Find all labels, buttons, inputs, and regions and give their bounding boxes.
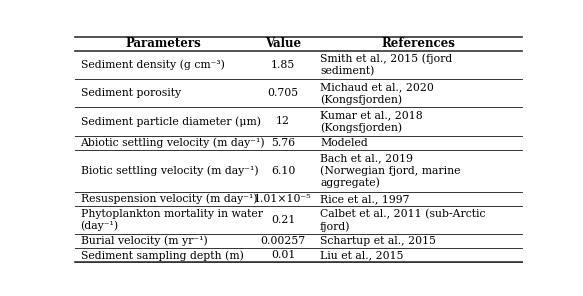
Text: 1.85: 1.85 [271, 60, 295, 70]
Text: Phytoplankton mortality in water
(day⁻¹): Phytoplankton mortality in water (day⁻¹) [80, 209, 262, 231]
Text: Sediment density (g cm⁻³): Sediment density (g cm⁻³) [80, 60, 224, 70]
Text: Rice et al., 1997: Rice et al., 1997 [320, 194, 409, 204]
Text: Kumar et al., 2018
(Kongsfjorden): Kumar et al., 2018 (Kongsfjorden) [320, 110, 423, 133]
Text: 5.76: 5.76 [271, 138, 295, 148]
Text: 6.10: 6.10 [271, 166, 295, 176]
Text: Smith et al., 2015 (fjord
sediment): Smith et al., 2015 (fjord sediment) [320, 54, 452, 77]
Text: 0.01: 0.01 [271, 250, 295, 260]
Text: Sediment sampling depth (m): Sediment sampling depth (m) [80, 250, 244, 260]
Text: Schartup et al., 2015: Schartup et al., 2015 [320, 236, 436, 246]
Text: Sediment porosity: Sediment porosity [80, 88, 181, 98]
Text: Calbet et al., 2011 (sub-Arctic
fjord): Calbet et al., 2011 (sub-Arctic fjord) [320, 209, 486, 231]
Text: 0.00257: 0.00257 [261, 236, 305, 246]
Text: 0.21: 0.21 [271, 215, 295, 225]
Text: Bach et al., 2019
(Norwegian fjord, marine
aggregate): Bach et al., 2019 (Norwegian fjord, mari… [320, 153, 461, 189]
Text: Value: Value [265, 37, 301, 50]
Text: 0.705: 0.705 [268, 88, 298, 98]
Text: Biotic settling velocity (m day⁻¹): Biotic settling velocity (m day⁻¹) [80, 165, 258, 176]
Text: Sediment particle diameter (μm): Sediment particle diameter (μm) [80, 116, 261, 127]
Text: Liu et al., 2015: Liu et al., 2015 [320, 250, 403, 260]
Text: Abiotic settling velocity (m day⁻¹): Abiotic settling velocity (m day⁻¹) [80, 137, 265, 148]
Text: Modeled: Modeled [320, 138, 368, 148]
Text: References: References [382, 37, 455, 50]
Text: Michaud et al., 2020
(Kongsfjorden): Michaud et al., 2020 (Kongsfjorden) [320, 82, 434, 105]
Text: 12: 12 [276, 117, 290, 126]
Text: 1.01×10⁻⁵: 1.01×10⁻⁵ [254, 194, 312, 204]
Text: Burial velocity (m yr⁻¹): Burial velocity (m yr⁻¹) [80, 236, 208, 247]
Text: Resuspension velocity (m day⁻¹): Resuspension velocity (m day⁻¹) [80, 194, 257, 204]
Text: Parameters: Parameters [125, 37, 201, 50]
